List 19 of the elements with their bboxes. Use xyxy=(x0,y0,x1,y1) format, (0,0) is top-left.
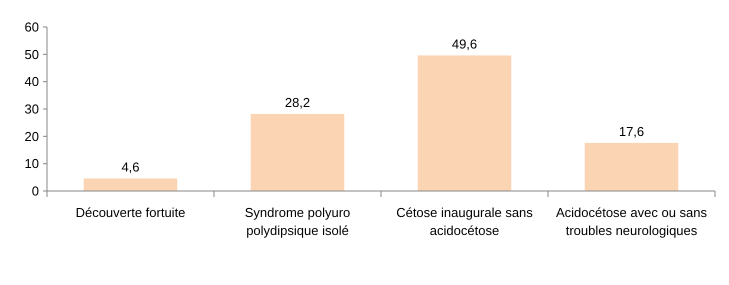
y-tick-label: 50 xyxy=(24,46,39,62)
data-label: 28,2 xyxy=(284,94,310,110)
y-tick-label: 30 xyxy=(24,102,39,117)
bar xyxy=(250,114,344,191)
x-tick-label: Cétose inaugurale sans acidocétose xyxy=(396,205,534,238)
y-tick-label: 10 xyxy=(24,156,39,172)
y-tick-label: 0 xyxy=(32,184,39,199)
y-tick-label: 20 xyxy=(24,128,39,144)
y-tick-label: 40 xyxy=(24,74,39,90)
x-tick-label: Syndrome polyuro polydipsique isolé xyxy=(244,205,350,238)
y-tick-label: 60 xyxy=(24,20,39,35)
bar xyxy=(84,178,178,191)
x-tick-label: Acidocétose avec ou sans troubles neurologiques xyxy=(556,205,708,238)
data-label: 49,6 xyxy=(452,36,478,52)
bar xyxy=(418,55,512,191)
bar xyxy=(584,142,678,191)
data-label: 17,6 xyxy=(618,124,644,139)
x-tick-label: Découverte fortuite xyxy=(76,205,186,220)
data-label: 4,6 xyxy=(121,159,140,174)
